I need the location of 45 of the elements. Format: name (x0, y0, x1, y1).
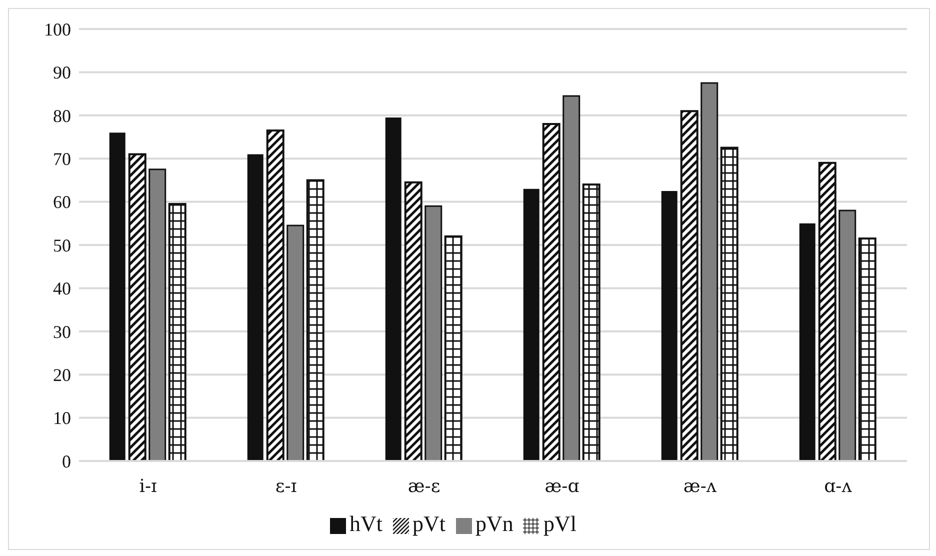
bar (523, 188, 540, 461)
bar (266, 130, 284, 461)
bar (818, 162, 836, 461)
bar (582, 184, 600, 461)
y-tick-label: 90 (53, 62, 71, 83)
bar (148, 168, 166, 461)
bar (306, 179, 324, 461)
y-tick-label: 40 (53, 278, 71, 299)
bar (720, 146, 738, 461)
y-tick-label: 100 (44, 19, 71, 40)
legend-label: pVl (543, 511, 576, 536)
bar (109, 132, 126, 461)
x-tick-label: i-ɪ (139, 476, 158, 497)
bar (562, 95, 580, 461)
bar (168, 202, 186, 461)
x-tick-label: ɛ-ɪ (275, 476, 297, 497)
bar (404, 181, 422, 461)
x-tick-label: æ-ɛ (408, 476, 440, 497)
y-tick-label: 60 (53, 192, 71, 212)
y-tick-label: 70 (53, 148, 71, 169)
bar (700, 82, 718, 461)
bar (385, 118, 402, 461)
legend-label: pVn (476, 511, 514, 536)
y-tick-label: 50 (53, 235, 71, 256)
legend-label: hVt (350, 511, 383, 536)
bar (661, 191, 678, 461)
bar (286, 224, 304, 461)
bar (799, 223, 816, 461)
bar (128, 153, 146, 461)
x-tick-label: æ-ʌ (683, 476, 718, 497)
bar (858, 238, 876, 461)
bar (680, 110, 698, 461)
x-tick-label: æ-ɑ (544, 476, 580, 497)
bar (424, 205, 442, 461)
y-tick-label: 0 (62, 451, 71, 472)
bar (542, 123, 560, 461)
y-tick-label: 20 (53, 364, 71, 385)
y-tick-label: 30 (53, 322, 71, 342)
y-tick-label: 80 (53, 106, 71, 126)
x-tick-label: ɑ-ʌ (824, 476, 853, 497)
bar (838, 210, 856, 461)
legend-label: pVt (412, 511, 446, 536)
y-tick-label: 10 (53, 408, 71, 428)
bar (444, 235, 462, 461)
bar (247, 154, 264, 461)
